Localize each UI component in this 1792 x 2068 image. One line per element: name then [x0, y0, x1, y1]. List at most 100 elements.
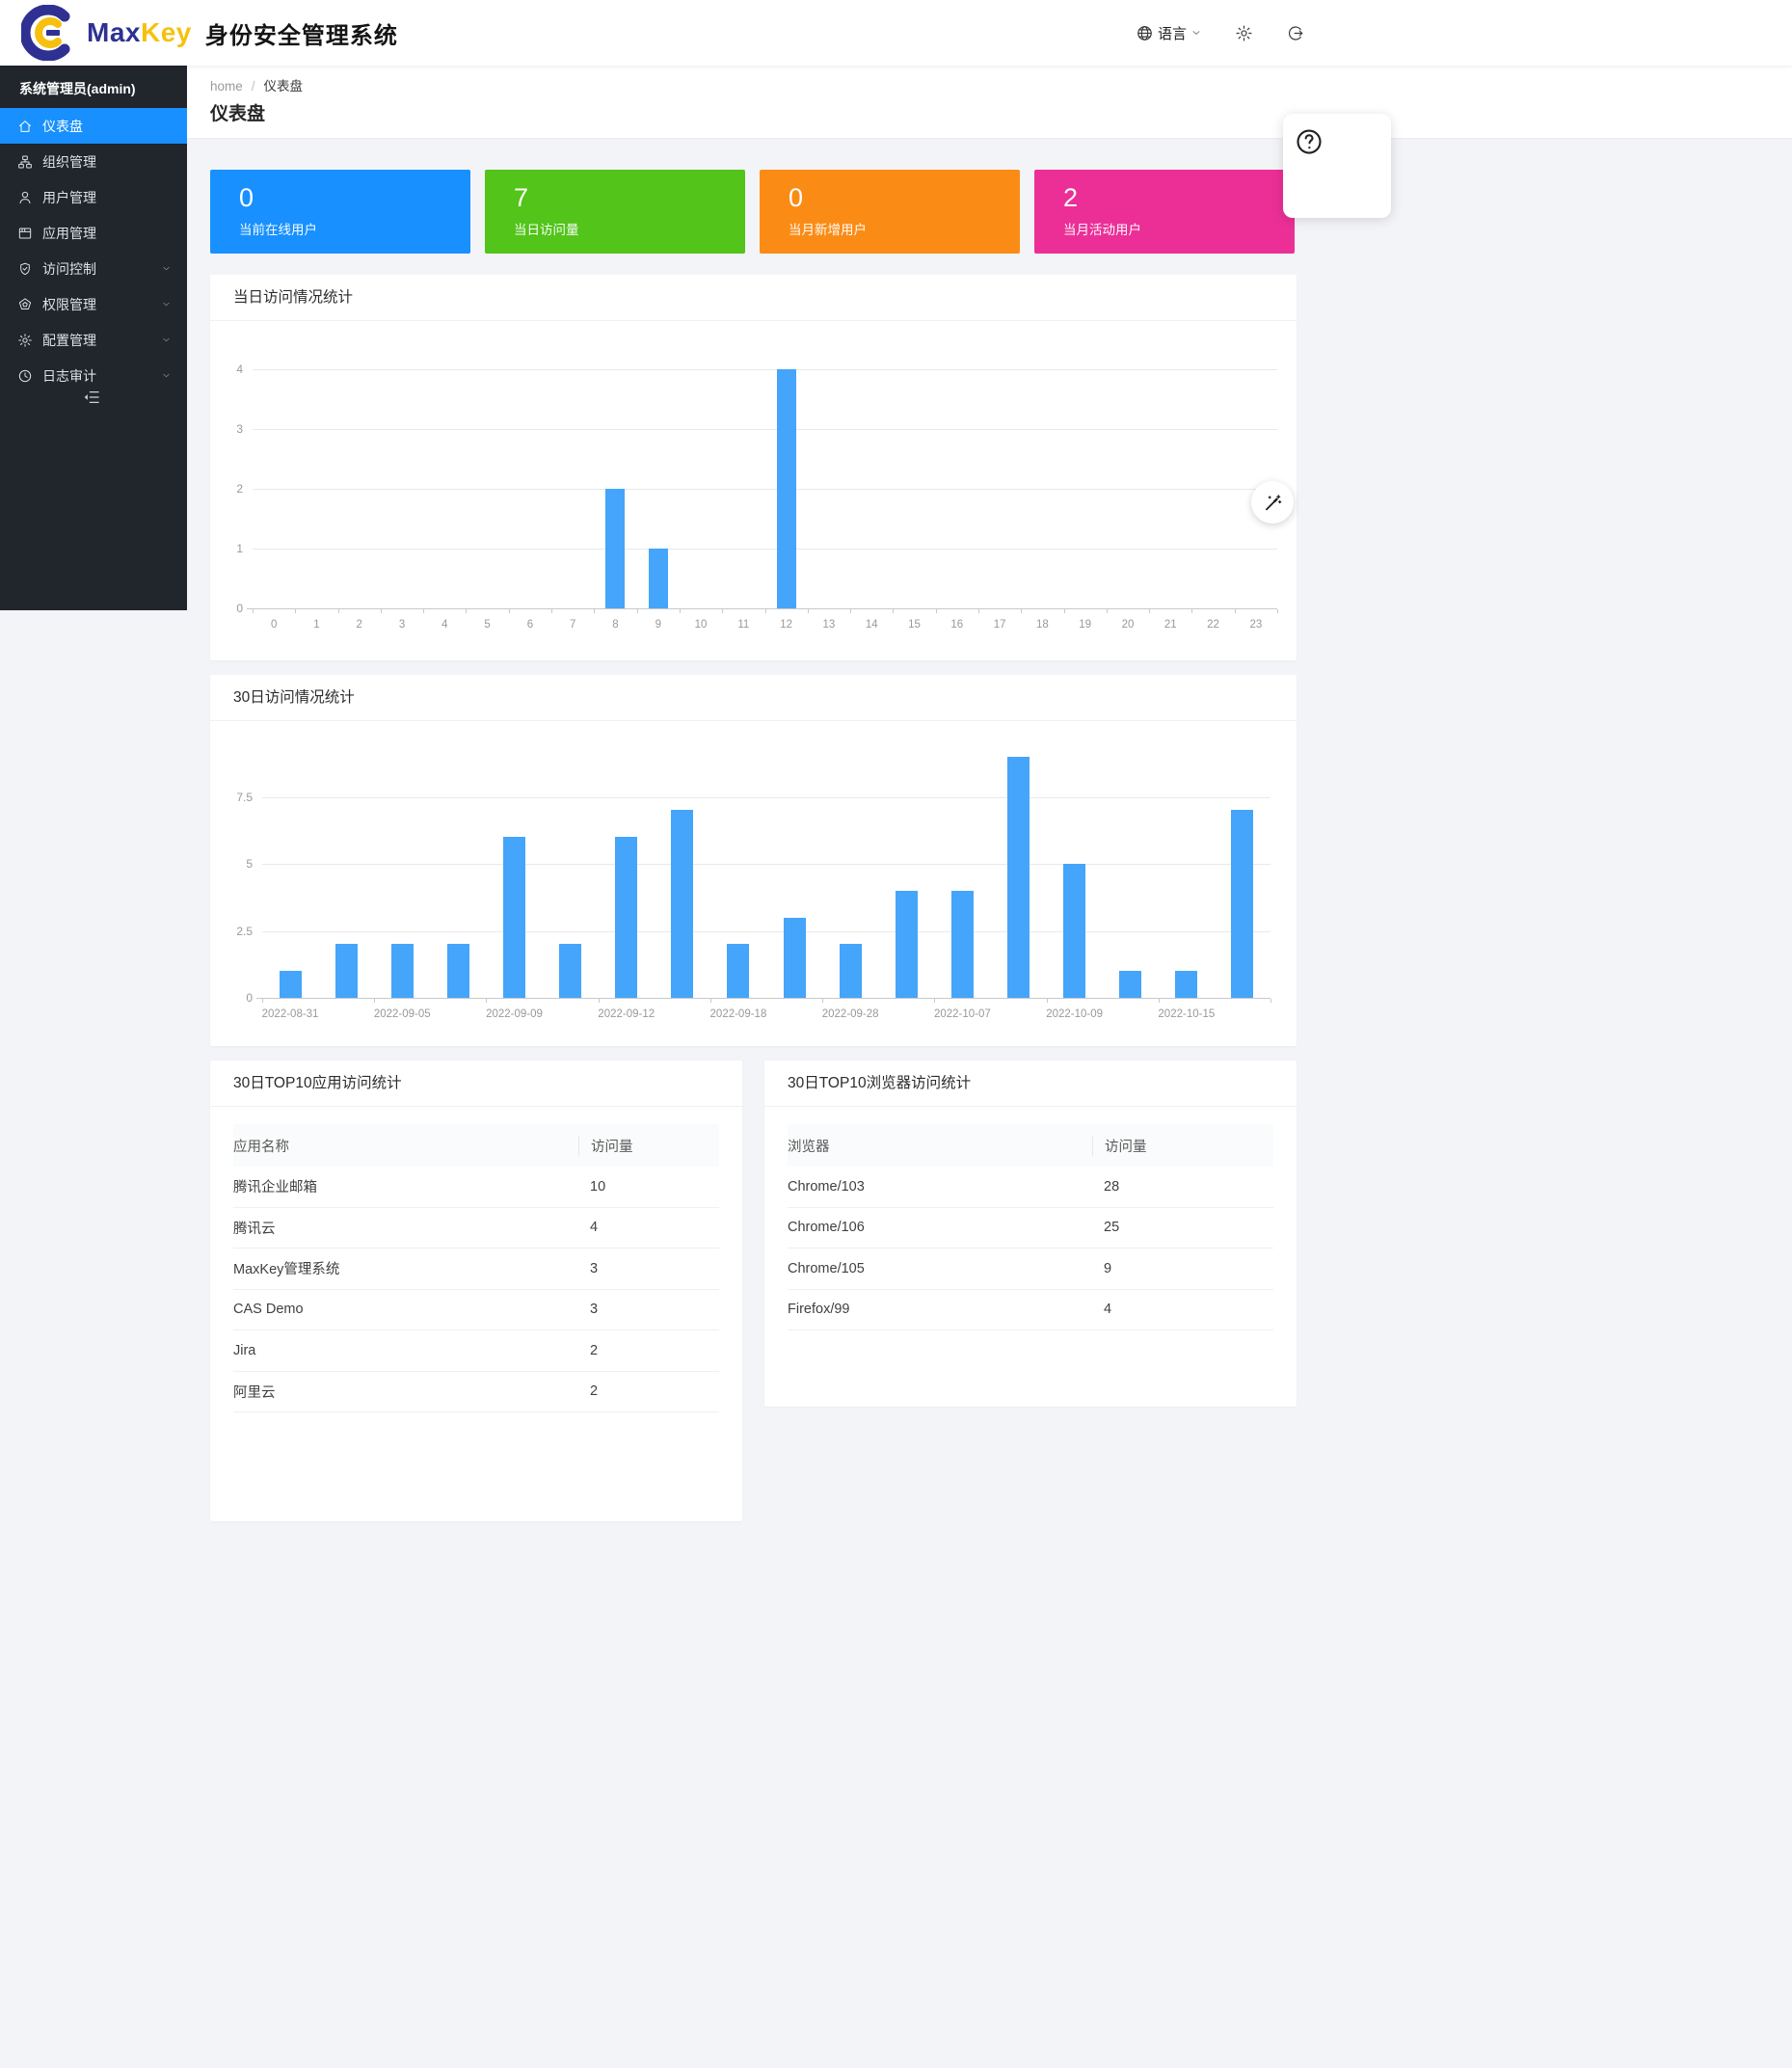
chevron-down-icon [161, 263, 172, 274]
cell-count: 28 [1104, 1178, 1120, 1195]
stat-label: 当日访问量 [514, 223, 579, 237]
axis-tick [598, 999, 600, 1003]
stat-label: 当月新增用户 [789, 223, 867, 237]
table-header-row: 应用名称 访问量 [233, 1124, 719, 1167]
bar-i17 [1231, 810, 1254, 998]
x-axis-tick-label: 5 [484, 619, 491, 631]
settings-button[interactable] [1235, 24, 1253, 42]
cell-count: 2 [590, 1342, 599, 1358]
clock-audit-icon [17, 368, 33, 384]
axis-tick [551, 609, 553, 613]
brand-max: Max [87, 17, 141, 47]
bar-2022-08-31 [279, 971, 302, 998]
bar-8 [605, 489, 626, 608]
axis-tick [380, 609, 382, 613]
x-axis-tick-label: 13 [822, 619, 836, 631]
sidebar-item-gear[interactable]: 配置管理 [0, 322, 187, 358]
sidebar-item-clock-audit[interactable]: 日志审计 [0, 358, 187, 393]
user-icon [17, 190, 33, 205]
brand-key: Key [140, 17, 192, 47]
axis-tick [822, 999, 824, 1003]
stat-value: 2 [1063, 183, 1079, 212]
x-axis-tick-label: 2022-10-15 [1158, 1008, 1216, 1020]
x-axis-tick-label: 2022-09-05 [373, 1008, 431, 1020]
axis-tick [1158, 999, 1160, 1003]
stat-card-0: 0 当前在线用户 [210, 170, 470, 254]
sidebar-item-label: 日志审计 [42, 367, 96, 384]
breadcrumb-separator: / [251, 79, 255, 94]
sidebar-item-permission-badge[interactable]: 权限管理 [0, 286, 187, 322]
sidebar-item-shield-check[interactable]: 访问控制 [0, 251, 187, 286]
daily-visits-chart-card: 当日访问情况统计 0 1 2 3 4 0 1 2 3 4 5 6 7 8 9 10 11 12 13 14 15 16 17… [210, 275, 1297, 660]
bar-i1 [334, 944, 358, 998]
axis-tick [1046, 999, 1048, 1003]
axis-tick [764, 609, 766, 613]
gear-icon [17, 333, 33, 348]
magic-wand-icon [1263, 493, 1283, 513]
bar-12 [776, 369, 796, 608]
bar-i15 [1119, 971, 1142, 998]
bar-i9 [783, 917, 806, 998]
cell-name: Chrome/106 [788, 1220, 865, 1236]
chart-toolbox-button[interactable] [1251, 481, 1294, 524]
x-axis-tick-label: 2 [356, 619, 362, 631]
language-switcher[interactable]: 语言 [1136, 23, 1202, 43]
x-axis-tick-label: 3 [398, 619, 406, 631]
axis-tick [679, 609, 681, 613]
bar-i13 [1007, 756, 1030, 998]
menu-fold-icon[interactable] [81, 388, 102, 407]
y-axis-tick-label: 0 [236, 602, 243, 615]
axis-tick [977, 609, 979, 613]
sidebar-item-user[interactable]: 用户管理 [0, 179, 187, 215]
logout-button[interactable] [1286, 24, 1304, 42]
sidebar-menu: 仪表盘组织管理用户管理 应用管理访问控制权限管理配置管理日志审计 [0, 108, 187, 393]
sidebar-item-label: 组织管理 [42, 153, 96, 170]
monthly-visits-chart-card: 30日访问情况统计 0 2.5 5 7.5 2022-08-31 2022-09-05 20… [210, 675, 1297, 1046]
table-row: MaxKey管理系统 3 [233, 1249, 719, 1290]
gridline [253, 489, 1277, 490]
y-axis-tick-label: 5 [246, 857, 253, 871]
cell-name: Chrome/103 [788, 1178, 865, 1195]
sidebar-item-label: 配置管理 [42, 332, 96, 348]
x-axis-tick-label: 11 [737, 619, 750, 631]
org-sitemap-icon [17, 154, 33, 170]
title-band [0, 66, 1792, 139]
help-flyout-button[interactable] [1283, 114, 1391, 218]
breadcrumb-home-link[interactable]: home [210, 79, 243, 94]
sidebar: 系统管理员(admin) 仪表盘 组织管理 用户管理 应用管理 访问控制 权限管理 配置管理… [0, 66, 187, 610]
axis-tick [508, 609, 510, 613]
axis-tick [1270, 999, 1271, 1003]
stat-value: 0 [789, 183, 804, 212]
sidebar-item-dashboard-home[interactable]: 仪表盘 [0, 108, 187, 144]
chart-title: 30日访问情况统计 [210, 675, 1297, 721]
chevron-down-icon [161, 335, 172, 345]
x-axis-tick-label: 10 [694, 619, 708, 631]
gridline [262, 796, 1270, 798]
sidebar-item-app-window[interactable]: 应用管理 [0, 215, 187, 251]
top-apps-table: 应用名称 访问量 腾讯企业邮箱 10 腾讯云 4 MaxKey管理系统 3 CAS Demo 3 J… [233, 1124, 719, 1412]
sidebar-item-label: 仪表盘 [42, 118, 83, 134]
cell-count: 2 [590, 1383, 599, 1400]
gridline [262, 864, 1270, 865]
bar-i11 [895, 890, 918, 998]
app-window-icon [17, 226, 33, 241]
cell-name: Chrome/105 [788, 1260, 865, 1276]
column-header: 浏览器 [788, 1139, 830, 1155]
sidebar-item-org-sitemap[interactable]: 组织管理 [0, 144, 187, 179]
axis-tick [262, 999, 263, 1003]
cell-name: 阿里云 [233, 1384, 276, 1401]
axis-tick [1234, 609, 1236, 613]
table-row: 阿里云 2 [233, 1372, 719, 1412]
axis-tick [722, 609, 724, 613]
cell-name: Jira [233, 1342, 256, 1358]
x-axis-tick-label: 18 [1035, 619, 1049, 631]
sidebar-item-label: 访问控制 [42, 260, 96, 277]
x-axis-tick-label: 2022-10-07 [933, 1008, 991, 1020]
x-axis-line [256, 998, 1270, 999]
axis-tick [1191, 609, 1193, 613]
page-title: 仪表盘 [210, 104, 266, 124]
cell-name: 腾讯云 [233, 1221, 276, 1237]
x-axis-tick-label: 2022-08-31 [261, 1008, 319, 1020]
y-axis-tick-label: 2.5 [236, 924, 253, 938]
table-row: Chrome/103 28 [788, 1167, 1273, 1208]
